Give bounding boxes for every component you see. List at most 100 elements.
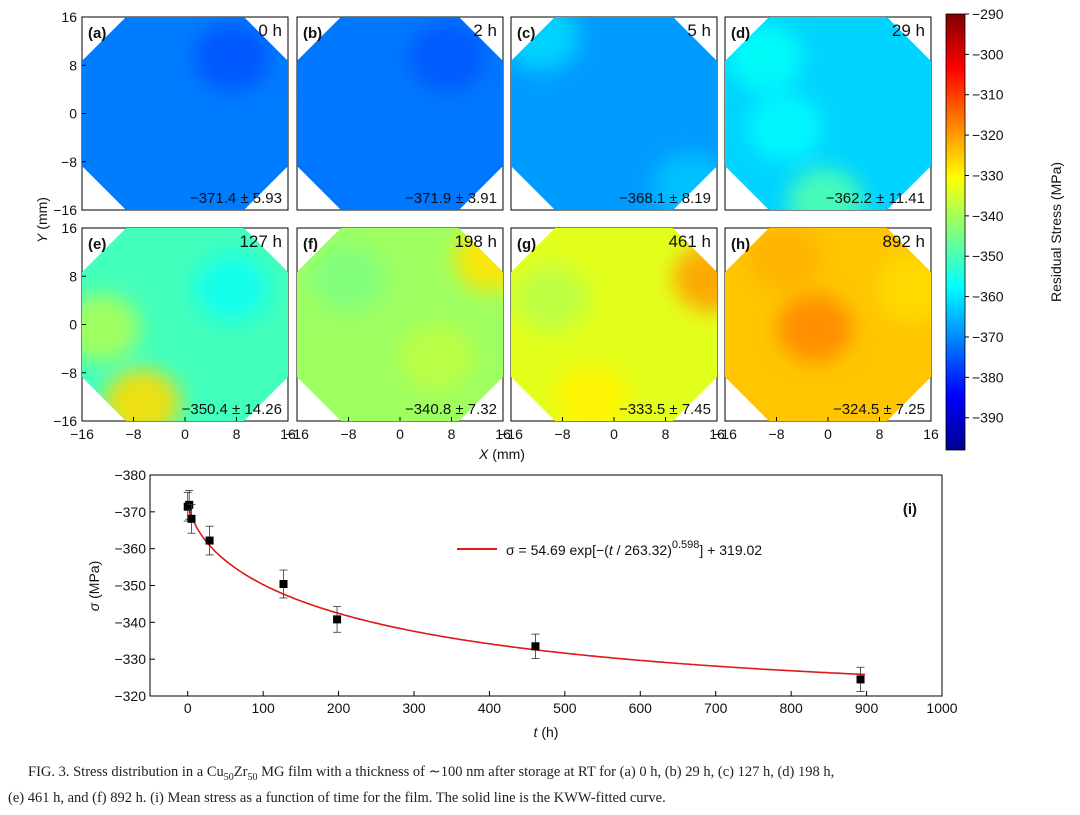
- figure: (a) 0 h −371.4 ± 5.93 (b) 2 h −371.9 ± 3.91 (c…: [34, 6, 1064, 740]
- panel-time-label: 198 h: [454, 232, 497, 251]
- stress-map-panel: (h) 892 h −324.5 ± 7.25: [724, 227, 932, 422]
- map-x-tick-label: 0: [610, 426, 618, 442]
- chart-y-tick-label: −330: [114, 651, 146, 667]
- chart-y-tick-label: −320: [114, 688, 146, 704]
- chart-y-tick-label: −360: [114, 541, 146, 557]
- map-x-tick-label: 0: [181, 426, 189, 442]
- stress-map-panel: (e) 127 h −350.4 ± 14.26: [81, 227, 289, 422]
- data-point: [187, 514, 196, 523]
- map-y-tick-label: 8: [69, 268, 77, 284]
- colorbar-label: Residual Stress (MPa): [1048, 162, 1064, 302]
- colorbar-tick-label: −310: [972, 87, 1004, 103]
- stress-map-panel: (d) 29 h −362.2 ± 11.41: [724, 16, 932, 211]
- map-y-tick-label: 0: [69, 317, 77, 333]
- stress-field: [82, 17, 288, 210]
- map-y-tick-label: 8: [69, 57, 77, 73]
- panel-letter: (a): [88, 25, 106, 42]
- chart-x-tick-label: 100: [251, 700, 275, 716]
- map-x-tick-label: −8: [341, 426, 357, 442]
- stress-hotspot: [673, 244, 717, 312]
- map-x-tick-label: 16: [280, 426, 296, 442]
- stress-hotspot: [747, 93, 823, 161]
- stress-field: [82, 228, 288, 421]
- panel-letter: (f): [303, 236, 318, 253]
- figure-caption: FIG. 3. Stress distribution in a Cu50Zr5…: [8, 762, 1078, 808]
- stress-hotspot: [194, 23, 270, 91]
- map-x-tick-label: 16: [709, 426, 725, 442]
- stress-map-panel: (f) 198 h −340.8 ± 7.32: [296, 227, 504, 422]
- stress-vs-time-chart: 0 100 200 300 400 500 600 700 800 900 1000 −380 −370…: [86, 467, 958, 740]
- chart-panel-label: (i): [903, 501, 917, 518]
- panel-time-label: 127 h: [239, 232, 282, 251]
- map-x-tick-label: 16: [923, 426, 939, 442]
- stress-field-variation: [727, 23, 863, 210]
- chart-x-tick-label: 900: [855, 700, 879, 716]
- stress-map-grid: (a) 0 h −371.4 ± 5.93 (b) 2 h −371.9 ± 3.91 (c…: [34, 9, 939, 462]
- data-point: [205, 536, 214, 545]
- map-x-tick-label: −16: [499, 426, 523, 442]
- legend-equation: σ = 54.69 exp[−(t / 263.32)0.598] + 319.…: [506, 539, 762, 558]
- chart-y-tick-label: −380: [114, 467, 146, 483]
- data-point: [531, 642, 540, 651]
- stress-map-panel: (c) 5 h −368.1 ± 8.19: [510, 16, 718, 211]
- stress-field-variation: [513, 244, 717, 421]
- panel-time-label: 0 h: [258, 21, 282, 40]
- panel-time-label: 29 h: [892, 21, 925, 40]
- chart-x-tick-label: 300: [402, 700, 426, 716]
- map-x-tick-label: 16: [495, 426, 511, 442]
- stress-field: [725, 17, 931, 210]
- stress-map-panel: (a) 0 h −371.4 ± 5.93: [81, 16, 289, 211]
- map-x-axis-label: X (mm): [478, 446, 525, 462]
- map-x-tick-label: −8: [126, 426, 142, 442]
- colorbar-tick-label: −290: [972, 6, 1004, 22]
- map-y-tick-label: −8: [61, 365, 77, 381]
- stress-hotspot: [553, 364, 629, 421]
- panel-mean-stress: −371.4 ± 5.93: [190, 190, 282, 207]
- colorbar-tick-label: −390: [972, 410, 1004, 426]
- chart-y-tick-label: −370: [114, 504, 146, 520]
- chart-y-axis-label: σ (MPa): [86, 561, 102, 611]
- map-y-tick-label: −16: [53, 413, 77, 429]
- panel-letter: (c): [517, 25, 535, 42]
- caption-line-1: FIG. 3. Stress distribution in a Cu50Zr5…: [28, 764, 835, 783]
- stress-hotspot: [194, 254, 270, 322]
- colorbar-tick-label: −350: [972, 248, 1004, 264]
- fit-curve: [187, 505, 866, 676]
- colorbar: −290 −300 −310 −320 −330 −340 −350 −360 −370 −380…: [945, 6, 1064, 451]
- stress-hotspot: [399, 324, 475, 392]
- stress-field: [511, 228, 717, 421]
- panel-mean-stress: −350.4 ± 14.26: [182, 401, 282, 418]
- chart-x-tick-label: 200: [327, 700, 351, 716]
- colorbar-tick-label: −340: [972, 208, 1004, 224]
- stress-hotspot: [653, 153, 717, 210]
- map-x-tick-label: 8: [448, 426, 456, 442]
- map-y-axis-label: Y (mm): [34, 197, 50, 243]
- data-point: [279, 580, 288, 589]
- panel-mean-stress: −340.8 ± 7.32: [405, 401, 497, 418]
- map-y-tick-label: 16: [61, 9, 77, 25]
- map-x-tick-label: 0: [396, 426, 404, 442]
- panel-mean-stress: −371.9 ± 3.91: [405, 190, 497, 207]
- panel-letter: (e): [88, 236, 106, 253]
- stress-field: [511, 17, 717, 210]
- chart-x-tick-label: 800: [779, 700, 803, 716]
- stress-hotspot: [747, 228, 823, 292]
- stress-hotspot: [309, 244, 385, 312]
- map-x-tick-label: 8: [876, 426, 884, 442]
- panel-time-label: 2 h: [473, 21, 497, 40]
- chart-frame: [149, 474, 943, 697]
- chart-x-tick-label: 400: [478, 700, 502, 716]
- stress-hotspot: [787, 168, 863, 210]
- colorbar-bar: [945, 13, 966, 451]
- chart-x-tick-label: 0: [184, 700, 192, 716]
- map-x-tick-label: 8: [233, 426, 241, 442]
- map-y-tick-label: −8: [61, 154, 77, 170]
- stress-hotspot: [513, 264, 589, 332]
- map-x-tick-label: −16: [70, 426, 94, 442]
- data-point: [856, 675, 865, 684]
- colorbar-tick-label: −370: [972, 329, 1004, 345]
- panel-letter: (g): [517, 236, 536, 253]
- panel-time-label: 892 h: [882, 232, 925, 251]
- panel-time-label: 5 h: [687, 21, 711, 40]
- chart-x-tick-label: 500: [553, 700, 577, 716]
